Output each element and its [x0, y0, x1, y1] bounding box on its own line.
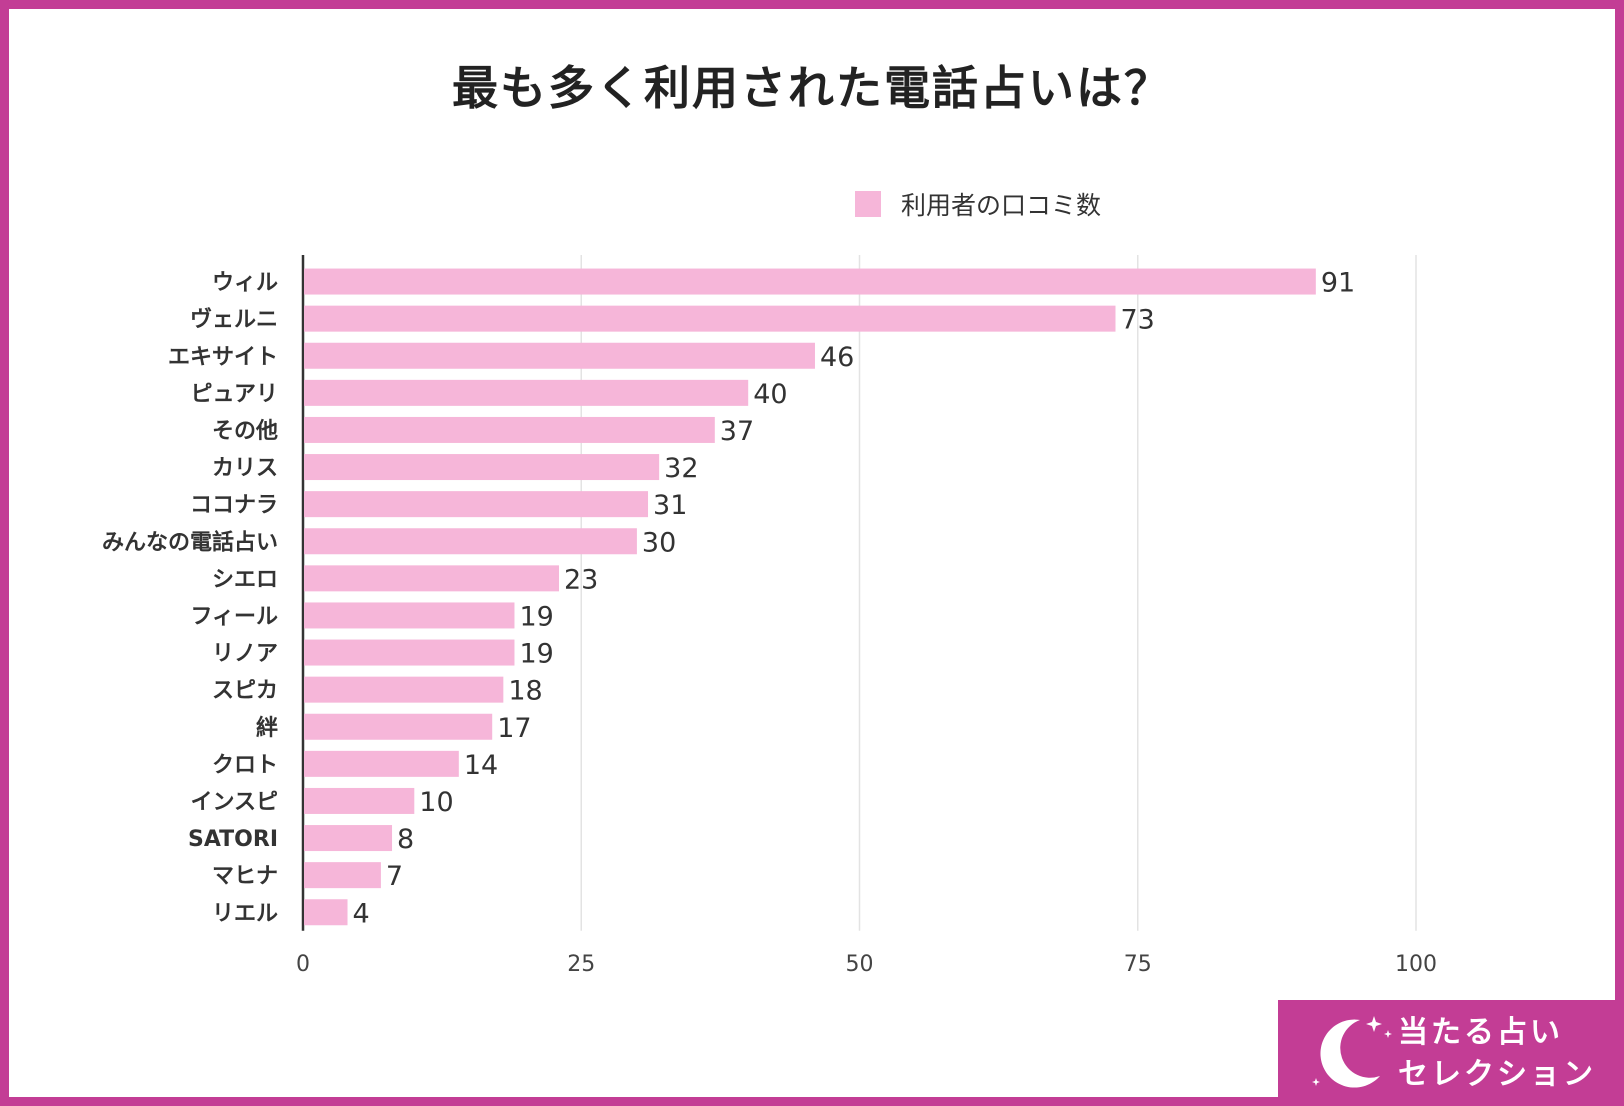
bar	[304, 416, 715, 443]
brand-line-1: 当たる占い	[1398, 1015, 1563, 1050]
y-category-label: エキサイト	[168, 345, 278, 370]
bar-value-label: 30	[642, 527, 676, 558]
bar-value-label: 14	[464, 750, 498, 781]
y-category-label: インスピ	[190, 790, 278, 815]
bar-value-label: 18	[508, 676, 542, 707]
y-category-label: みんなの電話占い	[102, 529, 278, 555]
y-category-label: ヴェルニ	[190, 307, 278, 333]
bar-value-label: 10	[419, 787, 453, 818]
bar	[304, 899, 348, 926]
bar	[304, 491, 649, 518]
bar-value-label: 40	[753, 379, 787, 410]
bar	[304, 639, 515, 666]
x-tick-label: 25	[567, 952, 595, 977]
y-category-label: その他	[212, 419, 278, 444]
bar-value-label: 23	[564, 564, 598, 595]
bar-value-label: 46	[820, 342, 854, 373]
y-category-label: リノア	[212, 642, 278, 667]
bar-value-label: 91	[1321, 268, 1355, 299]
bar	[304, 342, 815, 369]
x-tick-label: 100	[1395, 952, 1437, 977]
y-category-label: マヒナ	[212, 864, 278, 889]
bar	[304, 862, 381, 889]
y-category-label: SATORI	[188, 827, 278, 852]
bar-value-label: 32	[664, 453, 698, 484]
bar	[304, 454, 660, 481]
y-category-label: リエル	[212, 901, 278, 926]
bar	[304, 305, 1116, 332]
y-category-label: フィール	[190, 604, 278, 629]
brand-line-2: セレクション	[1398, 1057, 1596, 1092]
bar-value-label: 19	[519, 639, 553, 670]
bar-value-label: 73	[1120, 305, 1154, 336]
brand-badge: 当たる占い セレクション	[1278, 1000, 1615, 1097]
bar	[304, 787, 415, 814]
x-tick-label: 50	[846, 952, 874, 977]
bar-value-label: 17	[497, 713, 531, 744]
y-category-label: ココナラ	[190, 493, 278, 518]
x-tick-label: 75	[1124, 952, 1152, 977]
y-category-label: ウィル	[212, 271, 278, 296]
bar-value-label: 7	[386, 861, 403, 892]
bar	[304, 528, 637, 555]
bar-value-label: 31	[653, 490, 687, 521]
bar	[304, 825, 393, 852]
bar-value-label: 19	[519, 601, 553, 632]
y-category-label: カリス	[212, 456, 278, 481]
bar-value-label: 4	[353, 898, 370, 929]
y-category-label: シエロ	[212, 567, 278, 592]
brand-name: 当たる占い セレクション	[1398, 1012, 1596, 1096]
bar	[304, 602, 515, 629]
chart-title: 最も多く利用された電話占いは？	[452, 61, 1172, 115]
bar	[304, 565, 559, 592]
x-tick-label: 0	[296, 952, 310, 977]
y-category-label: クロト	[212, 753, 278, 778]
legend-swatch	[855, 191, 881, 217]
bar	[304, 379, 749, 406]
bar-value-label: 37	[720, 416, 754, 447]
y-category-label: ピュアリ	[190, 382, 278, 407]
bar	[304, 268, 1316, 295]
bar	[304, 676, 504, 703]
bar	[304, 750, 459, 777]
y-category-label: スピカ	[212, 679, 278, 704]
bar	[304, 713, 493, 740]
legend-label: 利用者の口コミ数	[901, 191, 1102, 220]
chart-legend: 利用者の口コミ数	[855, 186, 1101, 222]
y-category-label: 絆	[256, 715, 278, 741]
bar-value-label: 8	[397, 824, 414, 855]
crescent-moon-icon	[1312, 1016, 1392, 1088]
